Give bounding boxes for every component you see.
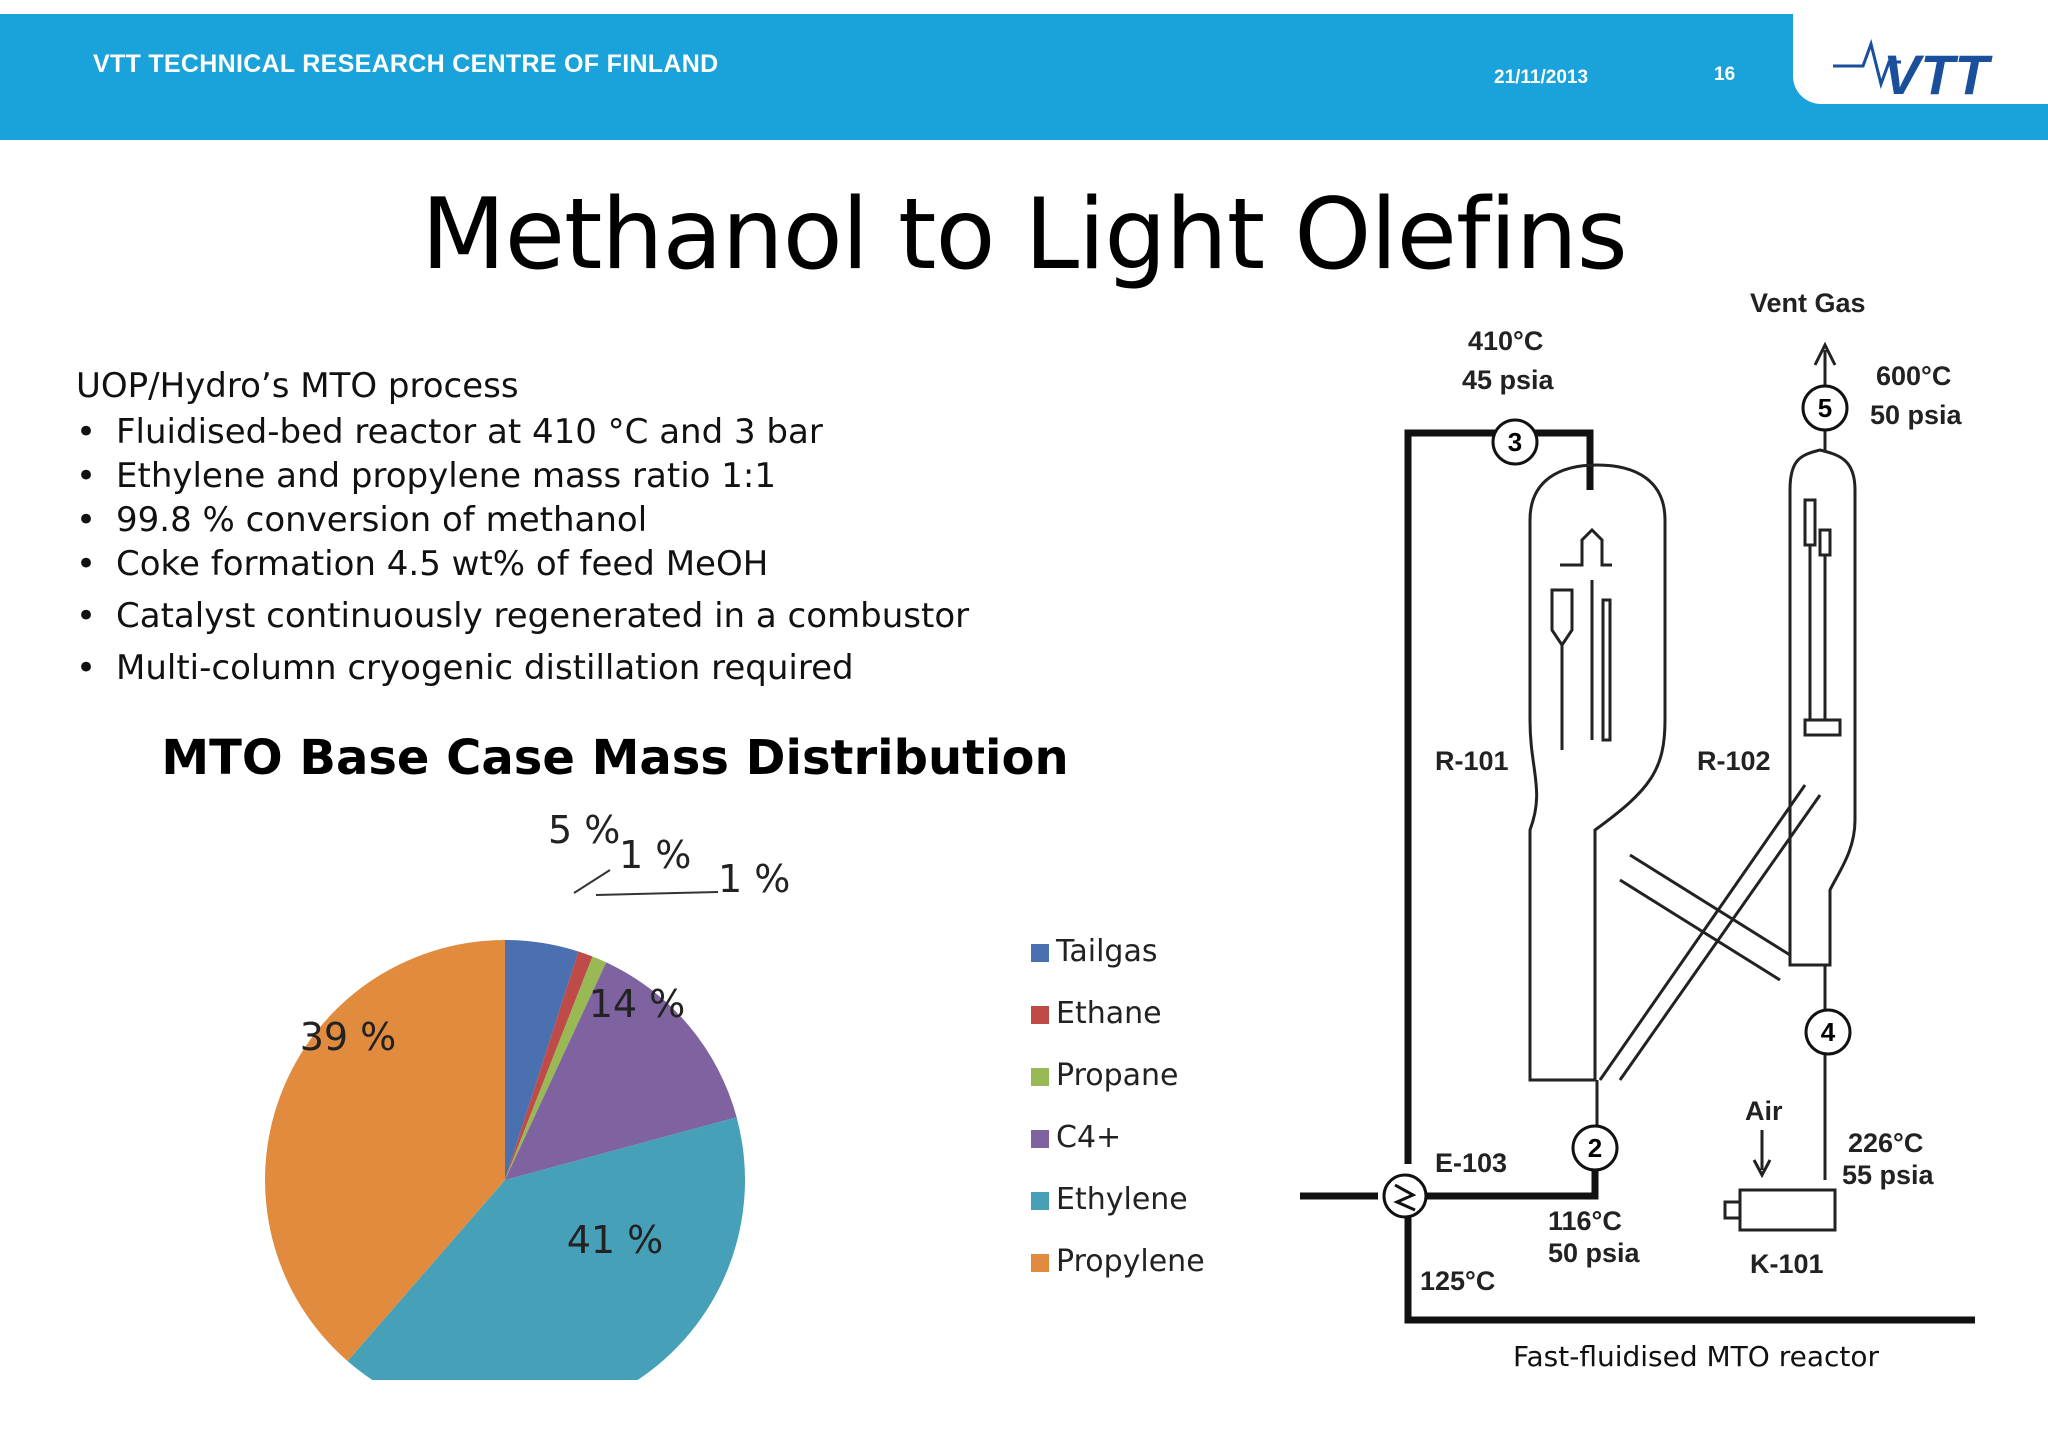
stream-number: 3 [1508,427,1522,457]
e103-label: E-103 [1435,1148,1507,1178]
organization-name: VTT TECHNICAL RESEARCH CENTRE OF FINLAND [93,50,719,78]
dipleg [1560,580,1594,750]
slide-title: Methanol to Light Olefins [421,178,1628,292]
transfer-line [1598,784,1822,1081]
pie-slice-c4- [505,962,737,1180]
stream5-temperature: 600°C [1876,361,1951,391]
bullet-item: 99.8 % conversion of methanol [76,498,969,542]
pie-chart: MTO Base Case Mass Distribution 5 %1 %1 … [161,730,1205,1380]
legend-label: Propane [1056,1058,1179,1093]
reactor-diagram: 2 3 4 5 Vent Gas R-101 R-102 E-103 K-101 Ai… [1300,290,1975,1324]
legend-swatch [1031,1192,1049,1210]
stream-line [1404,1190,1975,1324]
legend-label: Ethylene [1056,1182,1188,1217]
stream3-pressure: 45 psia [1462,365,1555,395]
stream-number-circle [1571,1124,1619,1172]
vtt-logo: VTT [1833,38,1994,106]
stream4-temperature: 226°C [1848,1128,1923,1158]
bullet-list: Fluidised-bed reactor at 410 °C and 3 ba… [76,410,969,690]
logo-text: VTT [1883,43,1994,104]
leader-line [573,869,611,894]
stream3-temperature: 410°C [1468,326,1543,356]
stream-number-circle [1801,384,1849,432]
slide-number: 16 [1714,64,1736,85]
legend-swatch [1031,1068,1049,1086]
riser-pipe [1601,598,1612,742]
stream-number-circle [1804,1008,1852,1056]
pie-data-label: 41 % [567,1218,664,1262]
bullet-item: Fluidised-bed reactor at 410 °C and 3 ba… [76,410,969,454]
feed-temperature: 125°C [1420,1266,1495,1296]
r102-label: R-102 [1697,746,1771,776]
bullet-item: Coke formation 4.5 wt% of feed MeOH [76,542,969,586]
transfer-line [1619,853,1791,982]
vent-gas-label: Vent Gas [1750,290,1866,318]
stream4-pressure: 55 psia [1842,1160,1935,1190]
stream-number: 2 [1588,1133,1602,1163]
air-label: Air [1745,1096,1783,1126]
cyclone [1560,527,1612,567]
legend-swatch [1031,1254,1049,1272]
legend-swatch [1031,944,1049,962]
regenerator-r102-vessel [1788,448,1857,967]
stream2-temperature: 116°C [1548,1206,1622,1236]
pie-data-label: 14 % [589,982,686,1026]
pie-data-label: 1 % [718,857,790,901]
chart-title: MTO Base Case Mass Distribution [161,730,1068,786]
exchanger-symbol [1393,1183,1417,1212]
distributor [1803,718,1842,737]
r101-label: R-101 [1435,746,1509,776]
pie-data-label: 5 % [548,808,620,852]
stream-number: 4 [1821,1017,1836,1047]
k101-label: K-101 [1750,1249,1824,1279]
bullet-item: Catalyst continuously regenerated in a c… [76,594,969,638]
cyclone [1550,588,1574,648]
logo-tab: VTT [1793,14,2048,106]
stream-number-circle [1491,418,1539,466]
diagram-caption: Fast-fluidised MTO reactor [1512,1340,1880,1373]
cyclone [1803,498,1832,557]
air-arrow [1752,1130,1772,1179]
bullet-item: Ethylene and propylene mass ratio 1:1 [76,454,969,498]
pie-slice-ethane [505,951,593,1180]
stream-number: 5 [1818,393,1832,423]
legend-label: Tailgas [1055,934,1157,969]
legend-swatch [1031,1006,1049,1024]
compressor-k101 [1723,1188,1837,1232]
header-bar [0,14,2048,140]
legend-label: Propylene [1056,1244,1205,1279]
slide-date: 21/11/2013 [1494,67,1589,88]
intro-text: UOP/Hydro’s MTO process [76,366,519,406]
leader-line [595,891,719,896]
pie-data-label: 39 % [300,1015,397,1059]
stream5-pressure: 50 psia [1870,400,1963,430]
dipleg [1808,545,1827,720]
reactor-r101-vessel [1528,463,1667,1082]
stream-line [1424,1170,1599,1200]
stream2-pressure: 50 psia [1548,1238,1641,1268]
pie-data-label: 1 % [619,833,691,877]
legend-label: Ethane [1056,996,1162,1031]
heat-exchanger-e103 [1382,1173,1428,1219]
pie-slice-ethylene [347,1117,745,1380]
pie-slice-propane [505,956,607,1180]
legend-swatch [1031,1130,1049,1148]
bullet-item: Multi-column cryogenic distillation requ… [76,646,969,690]
pie-slice-tailgas [505,940,579,1180]
legend-label: C4+ [1056,1120,1121,1155]
pie-slice-propylene [264,940,505,1362]
